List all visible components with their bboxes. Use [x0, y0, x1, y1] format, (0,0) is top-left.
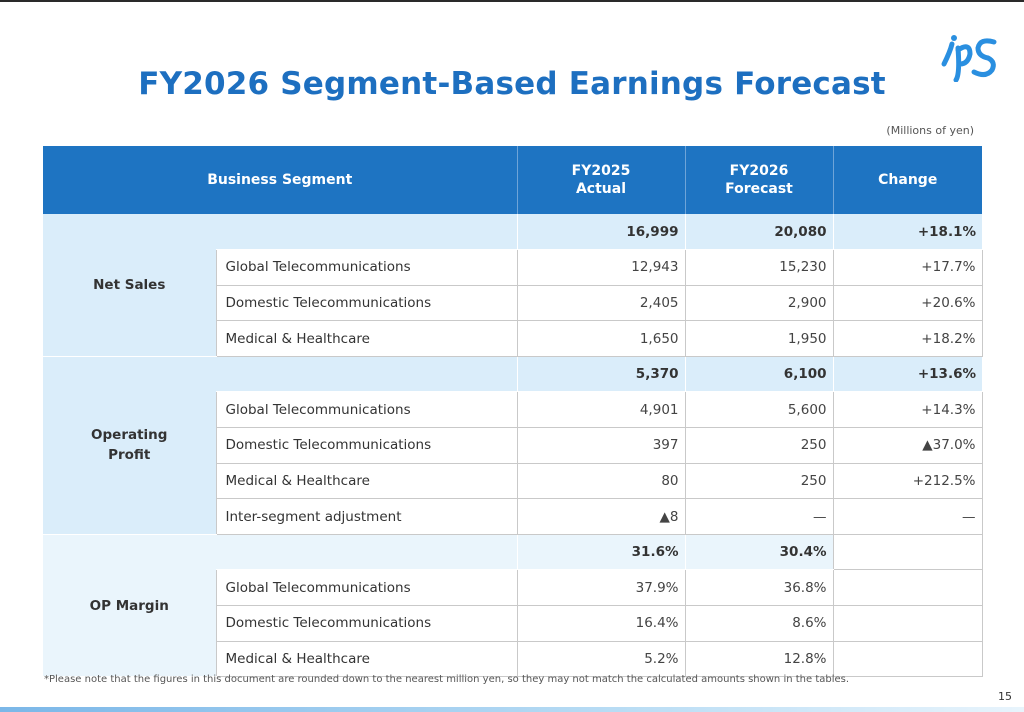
segment-name: Medical & Healthcare — [215, 320, 517, 357]
net-sales-total-fy2025: 16,999 — [516, 214, 685, 251]
table-row: Medical & Healthcare 5.2% 12.8% — [43, 641, 983, 678]
segment-name: Domestic Telecommunications — [215, 285, 517, 322]
company-logo — [941, 35, 997, 82]
op-margin-total-fy2026: 30.4% — [684, 534, 833, 571]
segment-name: Inter-segment adjustment — [215, 498, 517, 535]
value-fy2026: 2,900 — [684, 285, 833, 322]
value-fy2025: ▲8 — [516, 498, 685, 535]
value-fy2025: 37.9% — [516, 569, 685, 607]
value-fy2026: 36.8% — [684, 569, 833, 607]
value-fy2025: 80 — [516, 463, 685, 500]
header-business-segment: Business Segment — [43, 146, 517, 214]
table-row: Domestic Telecommunications 16.4% 8.6% — [43, 605, 983, 642]
net-sales-label: Net Sales — [43, 214, 216, 357]
op-margin-total-fy2025: 31.6% — [516, 534, 685, 571]
segment-name: Global Telecommunications — [215, 249, 517, 286]
operating-profit-total-change: +13.6% — [832, 356, 982, 393]
segment-name: Medical & Healthcare — [215, 463, 517, 500]
value-fy2025: 2,405 — [516, 285, 685, 322]
value-change-blank — [832, 641, 983, 678]
table-row: Medical & Healthcare 80 250 +212.5% — [43, 463, 983, 500]
value-change: +18.2% — [832, 320, 983, 357]
value-fy2025: 16.4% — [516, 605, 685, 642]
total-row-blank — [216, 356, 517, 393]
value-change: +212.5% — [832, 463, 983, 500]
net-sales-total-change: +18.1% — [832, 214, 982, 251]
operating-profit-total-fy2025: 5,370 — [516, 356, 685, 393]
total-row-blank — [216, 534, 517, 571]
page-number: 15 — [998, 690, 1012, 703]
top-border-line — [0, 0, 1024, 2]
value-fy2026: 250 — [684, 463, 833, 500]
op-margin-total-row: OP Margin 31.6% 30.4% — [43, 534, 983, 678]
segment-name: Domestic Telecommunications — [215, 427, 517, 464]
net-sales-total-row: Net Sales 16,999 20,080 +18.1% — [43, 214, 982, 357]
segment-forecast-table: Business Segment FY2025 Actual FY2026 Fore… — [43, 146, 983, 678]
header-change: Change — [832, 146, 982, 214]
table-row: Global Telecommunications 12,943 15,230 … — [43, 249, 983, 286]
value-change: +17.7% — [832, 249, 983, 286]
page-title: FY2026 Segment-Based Earnings Forecast — [138, 66, 886, 102]
table-row: Global Telecommunications 4,901 5,600 +1… — [43, 391, 983, 429]
table-row: Domestic Telecommunications 397 250 ▲37.… — [43, 427, 983, 464]
net-sales-total-fy2026: 20,080 — [684, 214, 833, 251]
value-fy2025: 4,901 — [516, 391, 685, 429]
operating-profit-total-fy2026: 6,100 — [684, 356, 833, 393]
operating-profit-total-row: Operating Profit 5,370 6,100 +13.6% — [43, 356, 982, 535]
table-row: Global Telecommunications 37.9% 36.8% — [43, 569, 983, 607]
op-margin-label: OP Margin — [43, 534, 216, 678]
units-note: (Millions of yen) — [886, 124, 974, 137]
segment-name: Global Telecommunications — [215, 391, 517, 429]
table-row: Domestic Telecommunications 2,405 2,900 … — [43, 285, 983, 322]
header-fy2025-actual: FY2025 Actual — [516, 146, 685, 214]
segment-name: Domestic Telecommunications — [215, 605, 517, 642]
value-fy2025: 5.2% — [516, 641, 685, 678]
footnote: *Please note that the figures in this do… — [44, 674, 850, 685]
operating-profit-label: Operating Profit — [43, 356, 216, 535]
value-fy2026: 1,950 — [684, 320, 833, 357]
value-change: +20.6% — [832, 285, 983, 322]
table-row: Medical & Healthcare 1,650 1,950 +18.2% — [43, 320, 983, 357]
header-fy2026-forecast: FY2026 Forecast — [684, 146, 833, 214]
value-fy2025: 397 — [516, 427, 685, 464]
value-change-blank — [832, 569, 983, 607]
value-change-blank — [832, 605, 983, 642]
value-fy2026: 8.6% — [684, 605, 833, 642]
value-fy2026: 15,230 — [684, 249, 833, 286]
value-fy2026: — — [684, 498, 833, 535]
segment-name: Medical & Healthcare — [215, 641, 517, 678]
value-change: — — [832, 498, 983, 535]
segment-name: Global Telecommunications — [215, 569, 517, 607]
value-fy2026: 12.8% — [684, 641, 833, 678]
value-fy2026: 5,600 — [684, 391, 833, 429]
total-row-blank — [216, 214, 517, 251]
op-margin-change-blank — [832, 534, 983, 571]
value-change: +14.3% — [832, 391, 983, 429]
bottom-accent-bar — [0, 707, 1024, 712]
table-header-row: Business Segment FY2025 Actual FY2026 Fore… — [43, 146, 982, 214]
table-row: Inter-segment adjustment ▲8 — — — [43, 498, 983, 535]
value-fy2025: 12,943 — [516, 249, 685, 286]
value-fy2026: 250 — [684, 427, 833, 464]
value-fy2025: 1,650 — [516, 320, 685, 357]
value-change: ▲37.0% — [832, 427, 983, 464]
